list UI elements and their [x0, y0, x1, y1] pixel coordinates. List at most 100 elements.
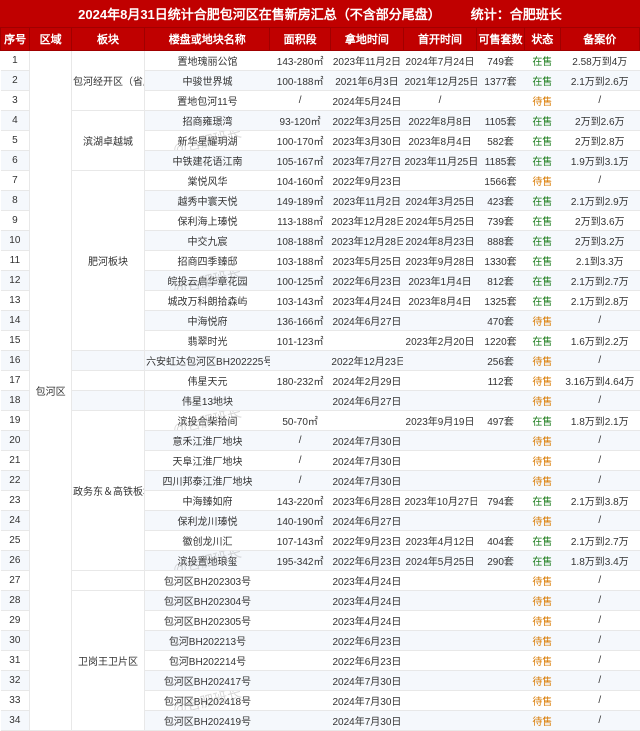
watermark: @合肥班长	[171, 411, 244, 431]
cell-block: 卫岗王卫片区	[71, 591, 144, 731]
cell-name: 滨投置地琅玺@合肥班长	[145, 551, 270, 571]
cell-date-land: 2024年7月30日	[330, 691, 403, 711]
cell-seq: 33	[1, 691, 30, 711]
cell-date-open	[403, 571, 476, 591]
cell-status: 在售	[525, 531, 561, 551]
cell-name: 包河区BH202419号	[145, 711, 270, 731]
cell-status: 在售	[525, 551, 561, 571]
cell-name: 意禾江淮厂地块	[145, 431, 270, 451]
cell-date-open	[403, 471, 476, 491]
cell-area	[270, 351, 331, 371]
cell-price: /	[560, 391, 639, 411]
cell-price: /	[560, 171, 639, 191]
cell-date-open: 2024年5月25日	[403, 551, 476, 571]
cell-status: 待售	[525, 451, 561, 471]
cell-seq: 6	[1, 151, 30, 171]
cell-units	[477, 711, 525, 731]
cell-status: 在售	[525, 211, 561, 231]
cell-date-open	[403, 391, 476, 411]
cell-area: 100-170㎡	[270, 131, 331, 151]
cell-price: 1.9万到3.1万	[560, 151, 639, 171]
cell-date-open: 2023年11月25日	[403, 151, 476, 171]
cell-price: /	[560, 591, 639, 611]
cell-seq: 13	[1, 291, 30, 311]
cell-date-open: 2024年5月25日	[403, 211, 476, 231]
cell-units	[477, 591, 525, 611]
cell-seq: 9	[1, 211, 30, 231]
cell-date-land: 2023年6月28日	[330, 491, 403, 511]
cell-units: 1105套	[477, 111, 525, 131]
cell-name: 包河区BH202418号@合肥班长	[145, 691, 270, 711]
cell-seq: 4	[1, 111, 30, 131]
cell-price: 2.1万到2.7万	[560, 531, 639, 551]
col-region: 区域	[30, 28, 72, 51]
cell-price: /	[560, 711, 639, 731]
cell-units	[477, 511, 525, 531]
cell-name: 天阜江淮厂地块	[145, 451, 270, 471]
cell-status: 待售	[525, 511, 561, 531]
col-name: 楼盘或地块名称	[145, 28, 270, 51]
cell-seq: 2	[1, 71, 30, 91]
cell-area: 113-188㎡	[270, 211, 331, 231]
cell-status: 待售	[525, 351, 561, 371]
cell-seq: 27	[1, 571, 30, 591]
cell-seq: 29	[1, 611, 30, 631]
col-status: 状态	[525, 28, 561, 51]
cell-date-land: 2022年6月23日	[330, 551, 403, 571]
cell-status: 待售	[525, 371, 561, 391]
cell-seq: 8	[1, 191, 30, 211]
cell-date-open: 2023年8月4日	[403, 291, 476, 311]
cell-units	[477, 451, 525, 471]
cell-region: 包河区	[30, 51, 72, 731]
cell-price: 2万到2.8万	[560, 131, 639, 151]
cell-date-land: 2022年3月25日	[330, 111, 403, 131]
cell-status: 待售	[525, 711, 561, 731]
cell-status: 在售	[525, 51, 561, 71]
cell-name: 招商雍璟湾	[145, 111, 270, 131]
cell-date-land: 2022年9月23日	[330, 531, 403, 551]
cell-area	[270, 611, 331, 631]
cell-date-land: 2024年5月24日	[330, 91, 403, 111]
cell-price: /	[560, 431, 639, 451]
cell-date-open: 2023年2月20日	[403, 331, 476, 351]
cell-date-open	[403, 651, 476, 671]
cell-area	[270, 711, 331, 731]
table-header-bar: 2024年8月31日统计合肥包河区在售新房汇总（不含部分尾盘） 统计：合肥班长	[0, 0, 640, 27]
cell-units	[477, 471, 525, 491]
cell-area: 93-120㎡	[270, 111, 331, 131]
cell-units	[477, 691, 525, 711]
cell-area: 180-232㎡	[270, 371, 331, 391]
cell-status: 待售	[525, 171, 561, 191]
cell-date-land: 2024年7月30日	[330, 431, 403, 451]
cell-date-land: 2024年6月27日	[330, 511, 403, 531]
cell-status: 待售	[525, 651, 561, 671]
table-body: 1包河区包河经开区（省府北）置地瑰丽公馆143-280㎡2023年11月2日20…	[1, 51, 640, 731]
cell-area: 108-188㎡	[270, 231, 331, 251]
column-header-row: 序号 区域 板块 楼盘或地块名称 面积段 拿地时间 首开时间 可售套数 状态 备…	[1, 28, 640, 51]
cell-date-open	[403, 691, 476, 711]
cell-area: 103-188㎡	[270, 251, 331, 271]
cell-seq: 14	[1, 311, 30, 331]
cell-area: 107-143㎡	[270, 531, 331, 551]
cell-units: 497套	[477, 411, 525, 431]
cell-name: 中骏世界城	[145, 71, 270, 91]
cell-seq: 32	[1, 671, 30, 691]
cell-date-open	[403, 311, 476, 331]
cell-name: 保利龙川瑧悦	[145, 511, 270, 531]
cell-area	[270, 651, 331, 671]
cell-name: 徽创龙川汇	[145, 531, 270, 551]
cell-area: 101-123㎡	[270, 331, 331, 351]
cell-price: /	[560, 451, 639, 471]
cell-units: 1377套	[477, 71, 525, 91]
cell-date-open: 2021年12月25日	[403, 71, 476, 91]
cell-units: 749套	[477, 51, 525, 71]
cell-date-land: 2023年4月24日	[330, 591, 403, 611]
cell-date-land: 2022年12月23日	[330, 351, 403, 371]
cell-date-land: 2022年6月23日	[330, 271, 403, 291]
cell-date-land: 2024年7月30日	[330, 671, 403, 691]
cell-date-open: 2023年4月12日	[403, 531, 476, 551]
cell-price: /	[560, 511, 639, 531]
cell-status: 在售	[525, 71, 561, 91]
cell-date-land: 2023年5月25日	[330, 251, 403, 271]
cell-area	[270, 631, 331, 651]
